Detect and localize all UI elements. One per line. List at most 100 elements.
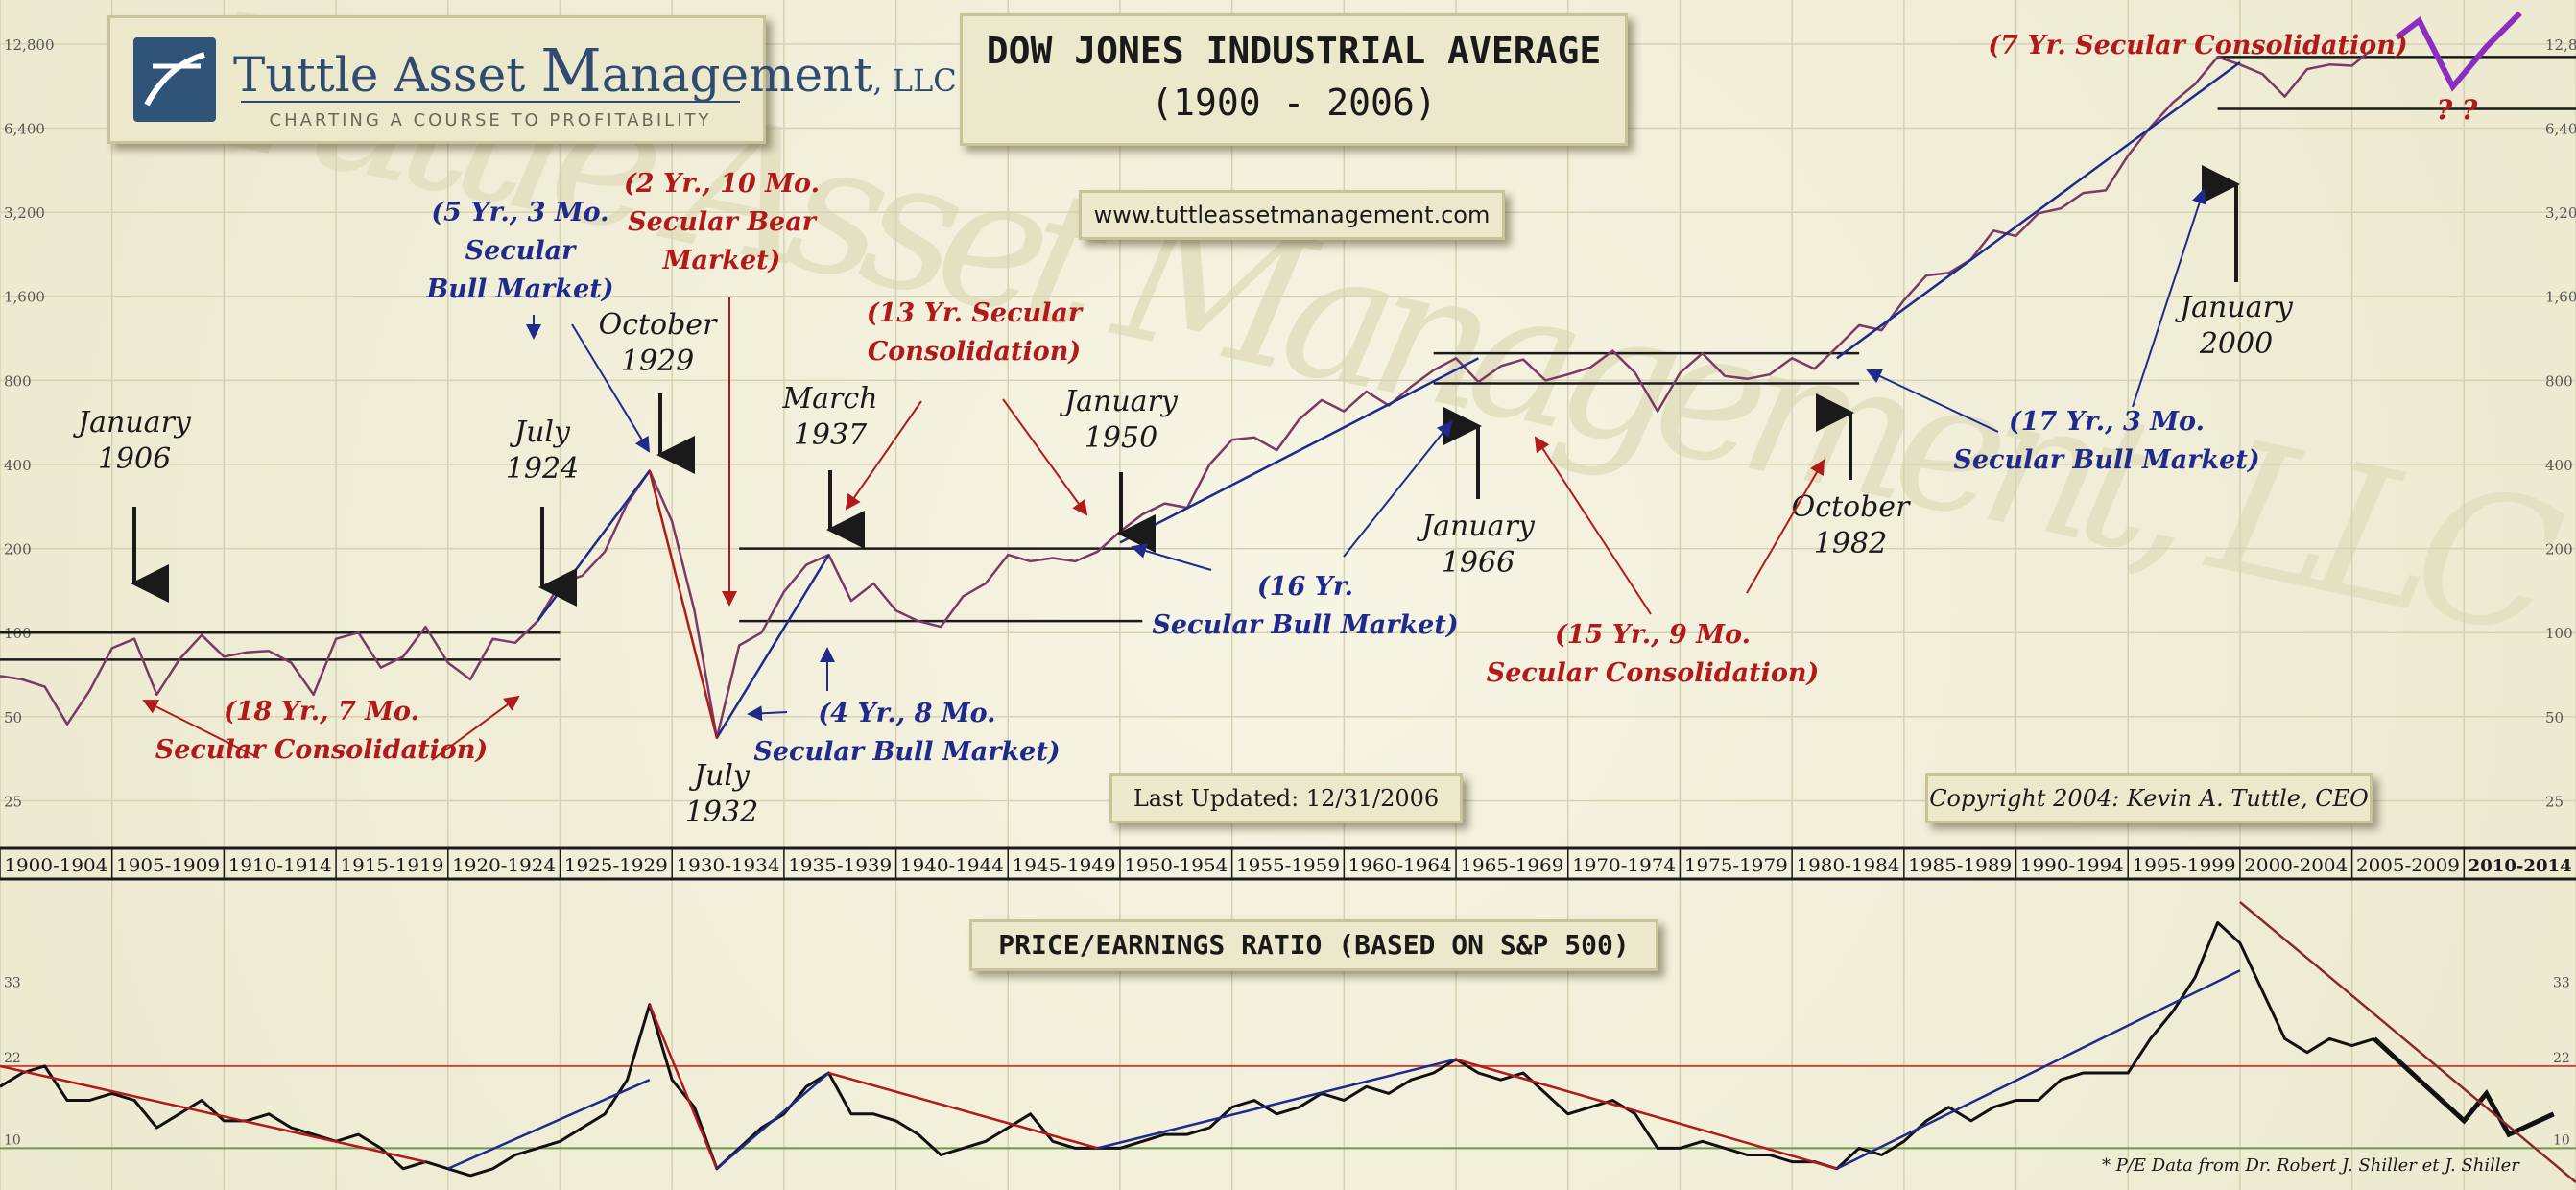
last-updated-plaque: Last Updated: 12/31/2006	[1109, 774, 1463, 823]
dow-y-tick-label-left: 3,200	[4, 204, 45, 222]
annotation-line: 1906	[98, 442, 171, 476]
pe-trend-line	[2239, 901, 2576, 1183]
annotation-line: 1937	[794, 418, 868, 452]
pe-trend-line	[1836, 969, 2241, 1170]
dow-y-tick-label-right: 3,200	[2545, 204, 2576, 222]
annotation-line: (7 Yr. Secular Consolidation)	[1988, 31, 2407, 60]
annotation-line: Secular Bull Market)	[1953, 445, 2259, 475]
period-label: 1940-1944	[900, 855, 1004, 876]
annotation-line: 1929	[621, 345, 694, 378]
annotation-label: (7 Yr. Secular Consolidation)	[1988, 31, 2407, 60]
annotation-label: ? ?? ?	[2437, 94, 2478, 126]
annotation-line: (2 Yr., 10 Mo.	[624, 169, 820, 199]
annotation-label: January 1906	[72, 406, 192, 476]
annotation-line: March	[781, 382, 877, 416]
annotation-label: March 1937	[781, 382, 877, 452]
annotation-line: July	[688, 759, 751, 793]
period-label: 1960-1964	[1348, 855, 1452, 876]
period-label: 1925-1929	[564, 855, 668, 876]
annotation-arrow	[845, 400, 922, 511]
pe-trend-line	[1097, 1058, 1457, 1150]
annotation-label: (4 Yr., 8 Mo. Secular Bull Market)	[753, 699, 1060, 767]
website-link[interactable]: www.tuttleassetmanagement.com	[1093, 202, 1491, 228]
dow-y-tick-label-left: 800	[4, 372, 32, 390]
annotation-line: Secular Bull Market)	[753, 737, 1060, 767]
dow-trend-line	[1836, 61, 2241, 360]
period-label: 1985-1989	[1908, 855, 2012, 876]
logo-name-part2: M	[540, 36, 602, 106]
annotation-line: 2000	[2199, 327, 2273, 361]
annotation-arrow	[1746, 459, 1825, 594]
annotation-line: (17 Yr., 3 Mo.	[2009, 407, 2205, 437]
annotation-arrow	[747, 705, 788, 722]
annotation-label: July 1924	[506, 416, 579, 486]
annotation-arrow	[2132, 188, 2207, 408]
copyright-plaque: Copyright 2004: Kevin A. Tuttle, CEO	[1925, 774, 2373, 823]
logo-name: Tuttle Asset Management, LLC	[233, 36, 957, 106]
annotation-line: Secular Consolidation)	[155, 735, 489, 765]
annotation-label: (13 Yr. Secular Consolidation)	[867, 298, 1084, 367]
annotation-line: (15 Yr., 9 Mo.	[1555, 620, 1751, 650]
period-label: 1900-1904	[4, 855, 107, 876]
dow-y-tick-label-right: 6,400	[2545, 120, 2576, 137]
pe-y-tick-label-left: 10	[4, 1132, 21, 1148]
annotation-line: 1950	[1085, 421, 1157, 455]
pe-y-tick-label-left: 33	[4, 976, 21, 991]
logo-name-part1: Tuttle Asset	[233, 47, 541, 103]
period-label: 2010-2014	[2469, 856, 2572, 876]
logo-icon	[133, 37, 216, 122]
period-label: 1995-1999	[2133, 855, 2236, 876]
period-label: 1915-1919	[340, 855, 443, 876]
annotation-label: (2 Yr., 10 Mo. Secular Bear Market)	[624, 169, 820, 275]
period-label: 1970-1974	[1572, 855, 1676, 876]
dow-y-tick-label-left: 50	[4, 709, 22, 726]
period-label: 1955-1959	[1236, 855, 1340, 876]
annotation-line: Secular Consolidation)	[1487, 658, 1820, 688]
annotation-line: (4 Yr., 8 Mo.	[818, 699, 995, 728]
pe-y-tick-label-right: 33	[2553, 976, 2570, 991]
annotation-arrow	[1343, 420, 1453, 558]
dow-y-tick-label-left: 25	[4, 793, 22, 810]
annotation-arrow	[1002, 398, 1088, 516]
pe-y-tick-label-right: 22	[2553, 1051, 2570, 1066]
dow-y-tick-label-right: 25	[2545, 793, 2564, 810]
chart-title: DOW JONES INDUSTRIAL AVERAGE	[986, 30, 1602, 72]
logo-tagline: CHARTING A COURSE TO PROFITABILITY	[269, 110, 712, 131]
pe-trend-line	[648, 1004, 719, 1170]
website-plaque: www.tuttleassetmanagement.com	[1079, 190, 1505, 240]
annotation-line: January	[72, 406, 192, 440]
period-label: 1920-1924	[452, 855, 556, 876]
annotation-arrow	[431, 695, 520, 761]
annotation-label: January 1966	[1416, 510, 1536, 580]
pe-trend-line	[1455, 1058, 1838, 1170]
annotation-line: Bull Market)	[425, 274, 613, 304]
dow-y-tick-label-right: 400	[2545, 457, 2573, 474]
annotation-label: (16 Yr. Secular Bull Market)	[1152, 572, 1458, 640]
dow-bear-trend-line	[648, 470, 719, 739]
annotation-arrow	[571, 323, 651, 453]
annotation-label: (17 Yr., 3 Mo. Secular Bull Market)	[1953, 407, 2259, 475]
dow-y-tick-label-left: 200	[4, 541, 32, 559]
dow-trend-line	[1119, 357, 1479, 544]
annotation-line: Secular	[465, 236, 577, 266]
chart-subtitle: (1900 - 2006)	[1151, 82, 1437, 124]
pe-series-line	[0, 920, 2375, 1178]
annotation-arrow	[1866, 369, 1999, 433]
dow-y-tick-label-right: 200	[2545, 541, 2573, 559]
annotation-line: 1982	[1814, 527, 1887, 560]
annotation-line: (18 Yr., 7 Mo.	[224, 697, 419, 726]
period-label: 1945-1949	[1013, 855, 1116, 876]
annotation-line: October	[1792, 490, 1911, 524]
annotation-arrow	[142, 700, 260, 759]
period-label: 1905-1909	[116, 855, 220, 876]
annotation-line: 1966	[1442, 546, 1515, 580]
annotation-line: January	[1416, 510, 1536, 543]
dow-y-tick-label-left: 6,400	[4, 120, 45, 137]
pe-y-tick-label-right: 10	[2553, 1132, 2570, 1148]
dow-y-tick-label-right: 800	[2545, 372, 2573, 390]
annotation-line: Secular Bull Market)	[1152, 610, 1458, 640]
pe-chart-title: PRICE/EARNINGS RATIO (BASED ON S&P 500)	[998, 929, 1630, 961]
dow-y-tick-label-left: 400	[4, 457, 32, 474]
annotation-arrow	[1131, 543, 1212, 571]
dow-trend-line	[537, 469, 651, 622]
